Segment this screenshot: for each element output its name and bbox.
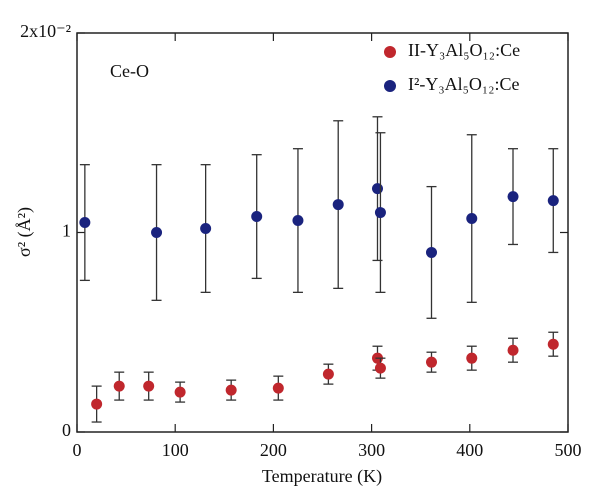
legend-label: II-Y₃Al₅O₁₂:Ce bbox=[408, 40, 520, 60]
point bbox=[143, 380, 155, 392]
y-tick-label: 0 bbox=[62, 420, 71, 440]
x-tick-label: 300 bbox=[358, 440, 385, 460]
point bbox=[466, 352, 478, 364]
point bbox=[113, 380, 125, 392]
point bbox=[547, 195, 559, 207]
point bbox=[374, 362, 386, 374]
point bbox=[151, 227, 163, 238]
y-tick-label: 1 bbox=[62, 221, 71, 241]
y-tick-label: 2x10⁻² bbox=[20, 21, 71, 41]
x-tick-label: 500 bbox=[555, 440, 582, 460]
legend-label: I²-Y₃Al₅O₁₂:Ce bbox=[408, 74, 519, 94]
legend-marker bbox=[384, 80, 396, 92]
annotation: Ce-O bbox=[110, 61, 149, 81]
x-tick-label: 100 bbox=[162, 440, 189, 460]
point bbox=[200, 223, 212, 235]
point bbox=[174, 386, 186, 398]
point bbox=[79, 217, 91, 229]
point bbox=[466, 213, 478, 225]
point bbox=[371, 183, 383, 195]
point bbox=[91, 398, 103, 410]
point bbox=[251, 211, 263, 223]
x-tick-label: 400 bbox=[456, 440, 483, 460]
point bbox=[426, 246, 438, 258]
point bbox=[225, 384, 237, 396]
point bbox=[332, 199, 344, 211]
y-axis-label: σ² (Å²) bbox=[14, 207, 35, 257]
x-tick-label: 0 bbox=[73, 440, 82, 460]
point bbox=[426, 356, 438, 368]
legend-marker bbox=[384, 46, 396, 58]
x-tick-label: 200 bbox=[260, 440, 287, 460]
x-axis-label: Temperature (K) bbox=[262, 466, 382, 487]
point bbox=[374, 207, 386, 219]
point bbox=[507, 191, 519, 203]
point bbox=[322, 368, 334, 380]
point bbox=[272, 382, 284, 394]
point bbox=[547, 338, 559, 350]
point bbox=[292, 215, 304, 227]
point bbox=[507, 344, 519, 356]
